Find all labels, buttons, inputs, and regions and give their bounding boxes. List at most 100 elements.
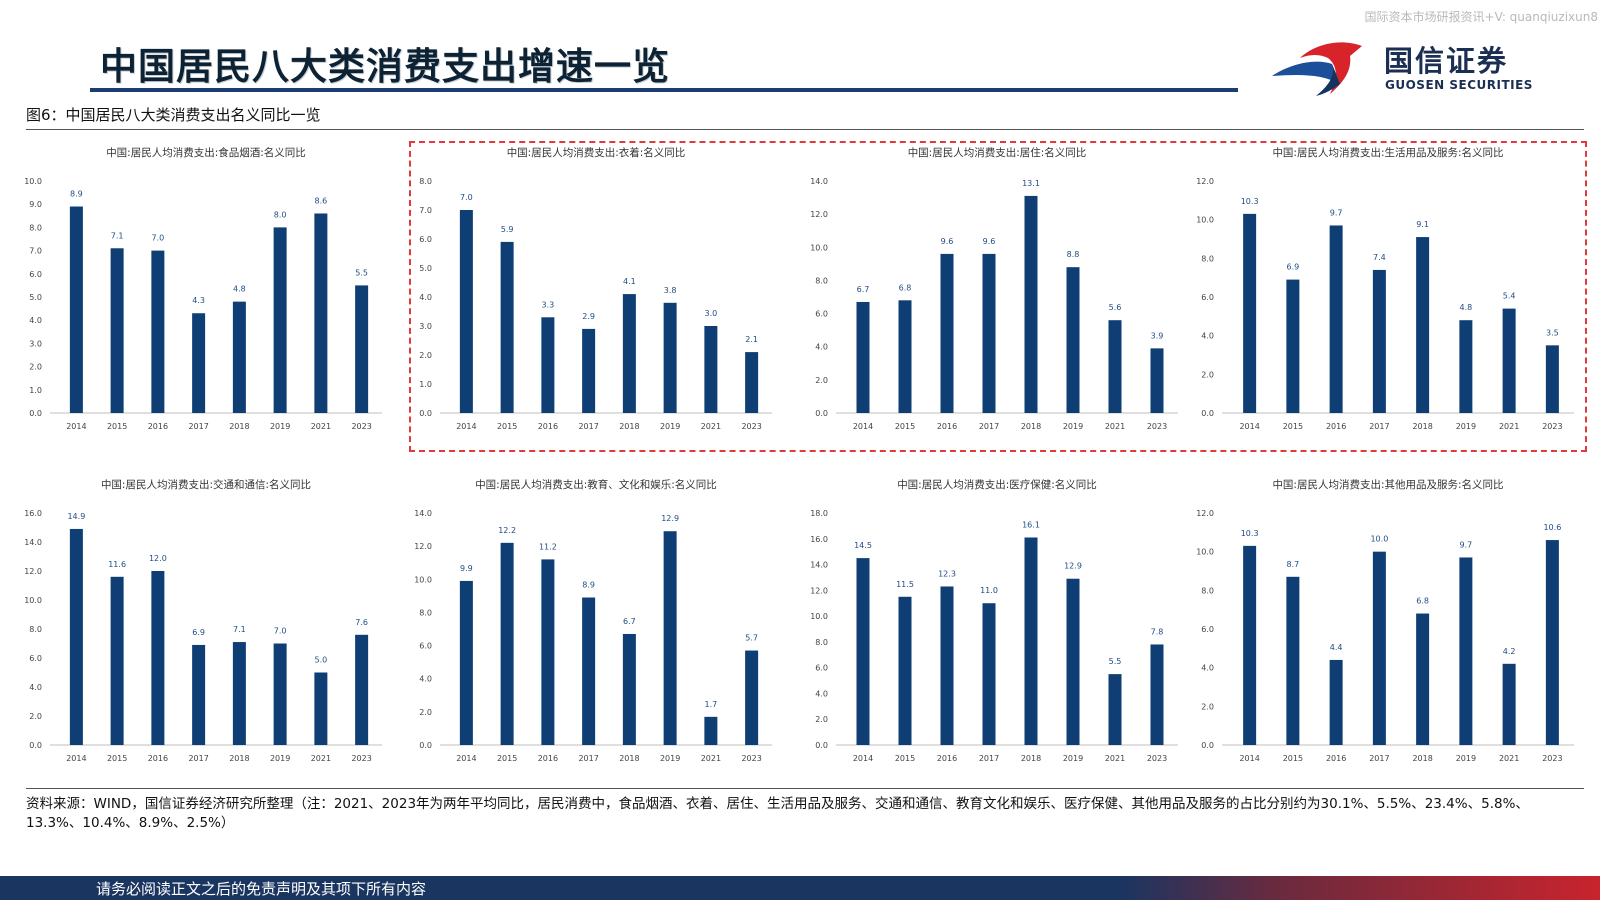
y-tick-label: 2.0 [29, 363, 42, 372]
bar [500, 241, 514, 413]
bar [982, 603, 996, 745]
data-label: 12.0 [149, 554, 167, 563]
y-tick-label: 8.0 [1201, 586, 1214, 595]
bar [622, 633, 636, 745]
y-tick-label: 8.0 [815, 638, 828, 647]
x-tick-label: 2018 [229, 422, 249, 431]
y-tick-label: 10.0 [24, 596, 42, 605]
y-tick-label: 6.0 [29, 270, 42, 279]
y-tick-label: 1.0 [29, 386, 42, 395]
data-label: 8.7 [1287, 560, 1300, 569]
x-tick-label: 2018 [619, 754, 639, 763]
chart-title: 中国:居民人均消费支出:教育、文化和娱乐:名义同比 [475, 478, 717, 491]
bar [541, 559, 555, 745]
bar [1066, 267, 1080, 413]
x-tick-label: 2023 [1147, 422, 1167, 431]
data-label: 6.8 [899, 283, 912, 292]
x-tick-label: 2015 [1283, 422, 1303, 431]
x-tick-label: 2014 [66, 422, 86, 431]
x-tick-label: 2015 [1283, 754, 1303, 763]
x-tick-label: 2018 [1412, 422, 1432, 431]
y-tick-label: 5.0 [29, 293, 42, 302]
y-tick-label: 16.0 [24, 509, 42, 518]
x-tick-label: 2019 [1456, 754, 1476, 763]
x-tick-label: 2017 [188, 754, 208, 763]
data-label: 13.1 [1022, 179, 1040, 188]
data-label: 7.6 [355, 618, 368, 627]
y-tick-label: 2.0 [815, 715, 828, 724]
y-tick-label: 8.0 [419, 177, 432, 186]
data-label: 3.9 [1151, 331, 1164, 340]
bar [110, 248, 124, 413]
data-label: 6.9 [192, 628, 205, 637]
bar [1502, 663, 1516, 745]
data-label: 2.1 [745, 335, 758, 344]
bar [110, 576, 124, 745]
logo-text-en: GUOSEN SECURITIES [1385, 78, 1533, 92]
x-tick-label: 2017 [979, 422, 999, 431]
bar [622, 294, 636, 413]
y-tick-label: 8.0 [29, 223, 42, 232]
bar [1243, 545, 1257, 745]
y-tick-label: 14.0 [810, 177, 828, 186]
bar [1545, 345, 1559, 413]
data-label: 4.8 [233, 285, 246, 294]
y-tick-label: 6.0 [29, 654, 42, 663]
bar [1329, 225, 1343, 413]
y-tick-label: 4.0 [29, 683, 42, 692]
y-tick-label: 4.0 [1201, 332, 1214, 341]
x-tick-label: 2023 [1147, 754, 1167, 763]
x-tick-label: 2023 [741, 754, 761, 763]
bar [663, 531, 677, 745]
data-label: 11.6 [108, 560, 126, 569]
chart-title: 中国:居民人均消费支出:其他用品及服务:名义同比 [1272, 478, 1503, 491]
y-tick-label: 14.0 [24, 538, 42, 547]
chart-title: 中国:居民人均消费支出:交通和通信:名义同比 [101, 478, 311, 491]
bar [582, 597, 596, 745]
x-tick-label: 2019 [270, 422, 290, 431]
chart-education: 中国:居民人均消费支出:教育、文化和娱乐:名义同比 0.0 2.0 4.0 6.0 8.0… [414, 478, 772, 763]
x-tick-label: 2017 [578, 422, 598, 431]
y-tick-label: 8.0 [815, 276, 828, 285]
bar [273, 227, 287, 413]
y-tick-label: 14.0 [414, 509, 432, 518]
bar [704, 716, 718, 745]
x-tick-label: 2015 [895, 754, 915, 763]
chart-clothing: 中国:居民人均消费支出:衣着:名义同比 0.0 1.0 2.0 3.0 4.0 5.0 6.0… [419, 146, 772, 431]
figure-divider [26, 129, 1584, 130]
data-label: 5.9 [501, 225, 514, 234]
y-tick-label: 12.0 [24, 567, 42, 576]
x-tick-label: 2018 [1021, 422, 1041, 431]
bar [982, 253, 996, 413]
chart-title: 中国:居民人均消费支出:衣着:名义同比 [507, 146, 686, 159]
x-tick-label: 2016 [148, 422, 168, 431]
y-tick-label: 6.0 [1201, 293, 1214, 302]
data-label: 16.1 [1022, 520, 1040, 529]
y-tick-label: 2.0 [1201, 370, 1214, 379]
bar [1286, 279, 1300, 413]
y-tick-label: 10.0 [24, 177, 42, 186]
y-tick-label: 4.0 [419, 675, 432, 684]
data-label: 10.3 [1241, 529, 1259, 538]
bar [1243, 213, 1257, 413]
y-tick-label: 0.0 [29, 741, 42, 750]
y-tick-label: 6.0 [1201, 625, 1214, 634]
bar [582, 328, 596, 413]
bar [1286, 576, 1300, 745]
y-tick-label: 10.0 [810, 612, 828, 621]
data-label: 8.0 [274, 210, 287, 219]
data-label: 3.3 [542, 300, 555, 309]
data-label: 11.5 [896, 580, 914, 589]
x-tick-label: 2017 [979, 754, 999, 763]
x-tick-label: 2014 [1239, 422, 1259, 431]
bar [1372, 269, 1386, 413]
chart-title: 中国:居民人均消费支出:医疗保健:名义同比 [897, 478, 1097, 491]
x-tick-label: 2015 [497, 422, 517, 431]
y-tick-label: 6.0 [815, 664, 828, 673]
bar [940, 586, 954, 745]
x-tick-label: 2016 [538, 422, 558, 431]
y-tick-label: 4.0 [1201, 664, 1214, 673]
data-label: 7.1 [233, 625, 246, 634]
x-tick-label: 2019 [660, 422, 680, 431]
y-tick-label: 9.0 [29, 200, 42, 209]
